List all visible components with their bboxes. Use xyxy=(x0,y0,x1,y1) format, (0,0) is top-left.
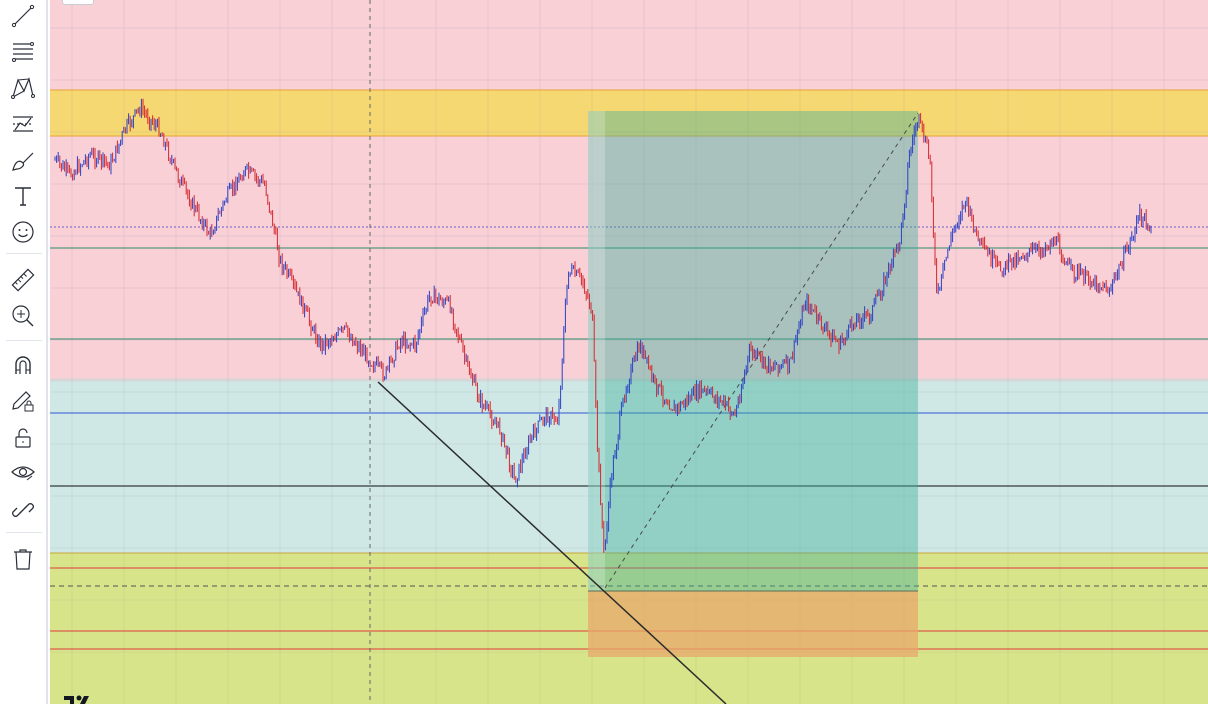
forecast-tool[interactable] xyxy=(6,109,40,139)
zoom-in-icon xyxy=(12,305,34,327)
sync-drawings-button[interactable] xyxy=(6,495,40,525)
toolbar-divider xyxy=(6,532,42,533)
pink-zone-top xyxy=(50,0,1208,90)
brush-tool[interactable] xyxy=(6,146,40,176)
horizontal-levels-layer xyxy=(50,0,1208,704)
forecast-tool-icon xyxy=(13,116,33,132)
price-candles xyxy=(54,98,1152,553)
toolbar-divider xyxy=(6,340,42,341)
remove-drawings-button[interactable] xyxy=(6,544,40,574)
long-position-diagonal xyxy=(604,112,919,589)
emoji-tool[interactable] xyxy=(6,217,40,247)
text-tool[interactable] xyxy=(6,181,40,211)
emoji-icon xyxy=(12,221,34,243)
trash-icon xyxy=(14,549,32,570)
text-tool-icon xyxy=(15,187,31,206)
chart-canvas[interactable] xyxy=(50,0,1208,704)
xabcd-pattern-icon xyxy=(11,77,35,99)
magnet-mode-button[interactable] xyxy=(6,350,40,380)
xabcd-pattern-tool[interactable] xyxy=(6,73,40,103)
stay-in-drawing-mode-button[interactable] xyxy=(6,386,40,416)
chart-pane[interactable] xyxy=(50,0,1208,704)
trend-line-icon xyxy=(11,4,35,28)
trend-line-tool[interactable] xyxy=(6,1,40,31)
lock-drawings-button[interactable] xyxy=(6,423,40,453)
long-position-stop-zone xyxy=(588,591,918,657)
brush-icon xyxy=(12,152,34,171)
toolbar-divider xyxy=(6,253,42,254)
chart-corner-button[interactable] xyxy=(62,0,94,5)
drawing-toolbar xyxy=(0,0,48,704)
hide-drawings-button[interactable] xyxy=(6,457,40,487)
tradingview-logo-icon xyxy=(64,695,89,704)
fib-retracement-icon xyxy=(12,42,34,62)
trend-line xyxy=(377,381,727,704)
eye-icon xyxy=(11,466,35,481)
ruler-tool[interactable] xyxy=(6,265,40,295)
long-position-tool[interactable] xyxy=(588,111,919,657)
magnet-icon xyxy=(15,356,31,374)
trend-line-drawing[interactable] xyxy=(377,381,727,704)
drawing-lock-pencil-icon xyxy=(12,391,34,412)
fib-retracement-tool[interactable] xyxy=(6,37,40,67)
ruler-icon xyxy=(11,268,35,292)
unlock-icon xyxy=(15,428,31,448)
zoom-in-tool[interactable] xyxy=(6,301,40,331)
gold-zone xyxy=(50,90,1208,136)
grid-layer xyxy=(50,0,1208,704)
teal-zone xyxy=(50,380,1208,553)
link-icon xyxy=(12,503,34,517)
